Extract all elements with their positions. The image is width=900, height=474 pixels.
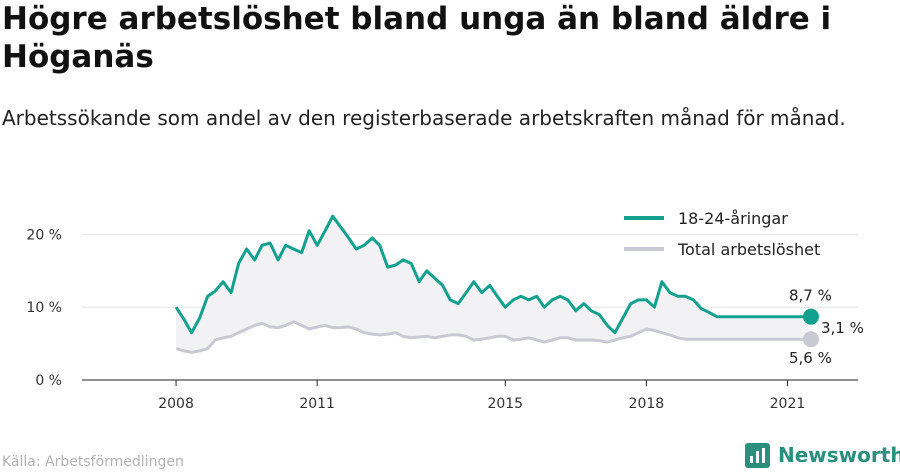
chart-title: Högre arbetslöshet bland unga än bland ä… [2, 1, 832, 75]
y-tick-label: 20 % [26, 227, 62, 243]
legend-label-total: Total arbetslöshet [677, 240, 820, 259]
end-label-difference: 3,1 % [821, 319, 864, 337]
y-axis: 0 % 10 % 20 % [26, 227, 62, 389]
y-tick-label: 10 % [26, 300, 62, 316]
x-axis: 2008 2011 2015 2018 2021 [158, 380, 805, 412]
end-point-youth [802, 308, 819, 325]
brand-name: Newsworthy [778, 443, 900, 467]
y-tick-label: 0 % [35, 373, 62, 389]
series-line-total [175, 320, 811, 354]
newsworthy-logo-icon [745, 442, 770, 468]
gap-band [176, 216, 812, 353]
x-tick-label: 2021 [770, 396, 806, 412]
legend-label-youth: 18-24-åringar [678, 209, 788, 228]
x-tick-label: 2011 [299, 396, 335, 412]
chart-subtitle: Arbetssökande som andel av den registerb… [2, 106, 846, 130]
end-label-youth: 8,7 % [789, 287, 832, 305]
x-tick-label: 2008 [158, 396, 194, 412]
brand-logo: Newsworthy [745, 440, 900, 470]
legend: 18-24-åringar Total arbetslöshet [624, 209, 820, 259]
source-note: Källa: Arbetsförmedlingen [2, 454, 184, 470]
end-label-total: 5,6 % [789, 349, 832, 367]
series-line-youth [174, 214, 811, 335]
x-tick-label: 2018 [629, 396, 665, 412]
end-point-total [802, 331, 819, 348]
x-tick-label: 2015 [487, 396, 523, 412]
